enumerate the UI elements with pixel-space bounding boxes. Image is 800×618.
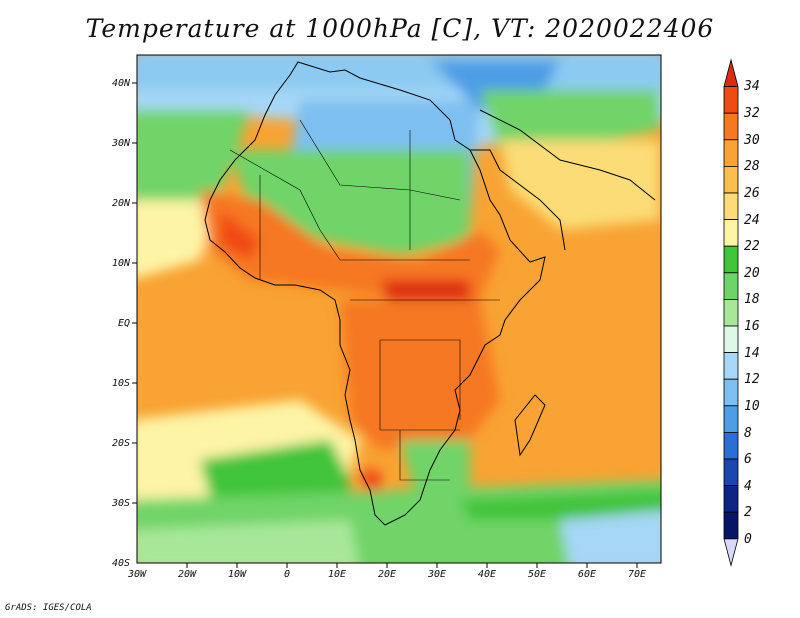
colorbar-label-28: 28 — [744, 159, 760, 174]
colorbar-segment — [723, 139, 739, 167]
lon-label-10w: 10W — [228, 569, 247, 580]
colorbar-segment — [723, 86, 739, 114]
latitude-ticks — [132, 82, 137, 504]
lon-label-70e: 70E — [628, 569, 646, 580]
lon-label-20e: 20E — [378, 569, 396, 580]
lat-label-10s: 10S — [112, 378, 130, 389]
colorbar-label-20: 20 — [744, 266, 760, 281]
colorbar-segment — [723, 431, 739, 460]
country-borders — [229, 119, 500, 481]
map-frame — [136, 54, 662, 564]
coastlines — [204, 61, 656, 526]
colorbar-segment — [723, 511, 739, 540]
lon-label-50e: 50E — [528, 569, 546, 580]
colorbar-segment — [723, 272, 739, 300]
lat-label-40n: 40N — [112, 78, 131, 89]
longitude-labels: 30W 20W 10W 0 10E 20E 30E 40E 50E 60E 70… — [127, 569, 646, 580]
lat-label-10n: 10N — [112, 258, 131, 269]
colorbar-segment — [723, 458, 739, 487]
lon-label-30w: 30W — [127, 569, 147, 580]
lat-label-eq: EQ — [118, 318, 130, 329]
colorbar-label-6: 6 — [744, 452, 752, 467]
colorbar-segment — [723, 378, 739, 407]
colorbar-label-4: 4 — [744, 479, 752, 494]
colorbar-arrow-top — [723, 58, 739, 87]
lon-label-60e: 60E — [578, 569, 596, 580]
colorbar-label-16: 16 — [744, 319, 760, 334]
grads-credit: GrADS: IGES/COLA — [5, 603, 92, 613]
longitude-ticks — [186, 563, 638, 568]
lon-label-0: 0 — [284, 569, 290, 580]
colorbar-label-22: 22 — [744, 239, 760, 254]
colorbar-label-0: 0 — [744, 532, 752, 547]
colorbar-label-14: 14 — [744, 346, 760, 361]
colorbar-arrow-bottom — [723, 538, 739, 567]
colorbar-segment — [723, 245, 739, 274]
lat-label-30s: 30S — [111, 498, 130, 509]
temperature-field — [137, 55, 661, 563]
colorbar-segment — [723, 112, 739, 141]
colorbar-label-8: 8 — [744, 426, 752, 441]
colorbar-segment — [723, 165, 739, 194]
colorbar-label-24: 24 — [744, 213, 760, 228]
colorbar-segment — [723, 325, 739, 354]
colorbar-segment — [723, 352, 739, 380]
lat-label-20s: 20S — [112, 438, 130, 449]
colorbar-segment — [723, 485, 739, 513]
latitude-labels: 40N 30N 20N 10N EQ 10S 20S 30S 40S — [111, 78, 131, 569]
lat-label-40s: 40S — [112, 558, 130, 569]
colorbar-segment — [723, 219, 739, 247]
lat-label-20n: 20N — [112, 198, 131, 209]
lon-label-40e: 40E — [478, 569, 496, 580]
colorbar-label-12: 12 — [744, 372, 760, 387]
page-title: Temperature at 1000hPa [C], VT: 20200224… — [85, 14, 715, 43]
colorbar-segment — [723, 298, 739, 327]
lat-label-30n: 30N — [111, 138, 131, 149]
colorbar-label-34: 34 — [743, 79, 760, 94]
colorbar-label-32: 32 — [743, 106, 760, 121]
colorbar-segment — [723, 192, 739, 221]
lon-label-30e: 30E — [427, 569, 446, 580]
colorbar-label-10: 10 — [744, 399, 760, 414]
colorbar-label-26: 26 — [744, 186, 760, 201]
colorbar-label-2: 2 — [744, 505, 752, 520]
colorbar-label-30: 30 — [743, 133, 760, 148]
colorbar — [723, 58, 739, 567]
colorbar-label-18: 18 — [744, 292, 760, 307]
lon-label-20w: 20W — [178, 569, 197, 580]
colorbar-labels: 34 32 30 28 26 24 22 20 18 16 14 12 10 8… — [743, 79, 760, 547]
lon-label-10e: 10E — [328, 569, 346, 580]
colorbar-segment — [723, 405, 739, 433]
